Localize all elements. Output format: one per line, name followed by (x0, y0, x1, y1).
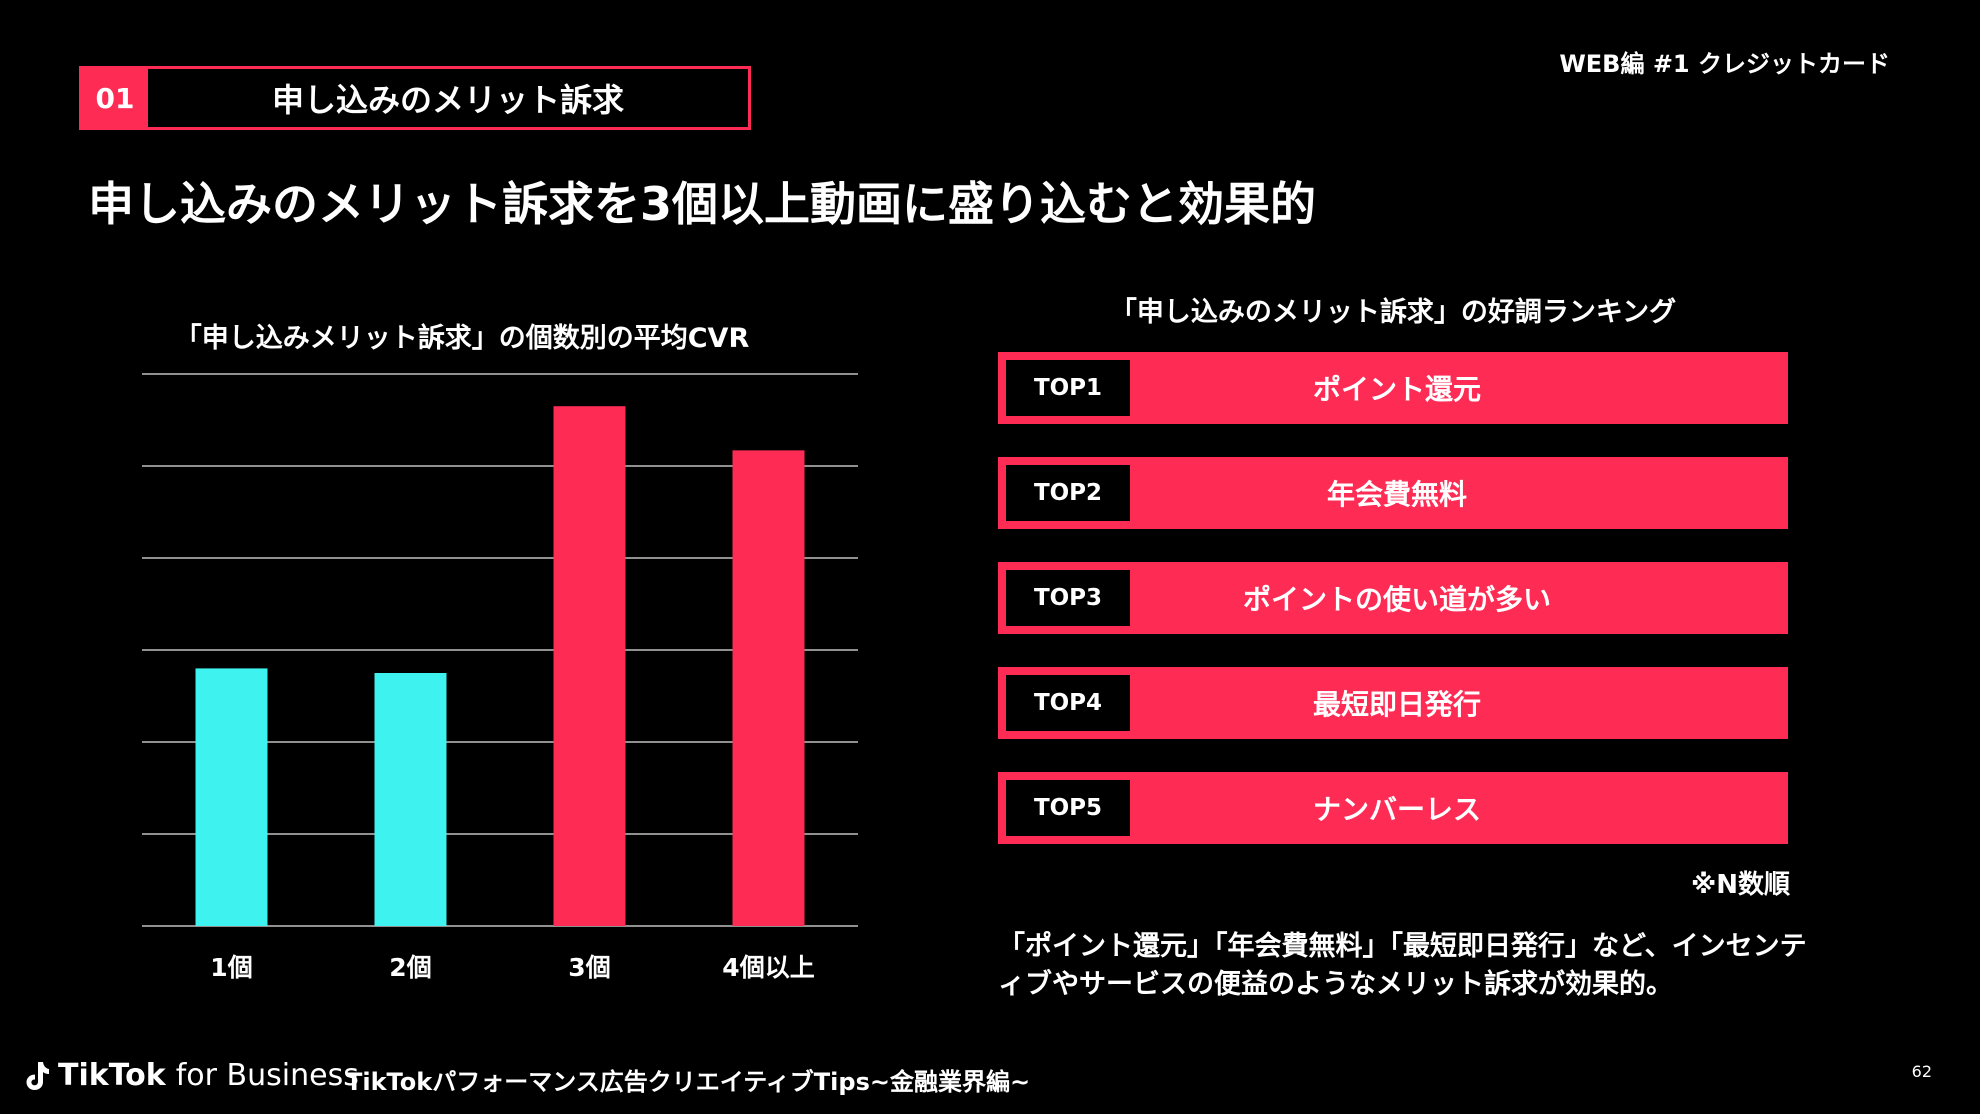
ranking-row-1: TOP1 ポイント還元 (998, 352, 1788, 424)
page-number: 62 (1911, 1062, 1932, 1081)
ranking-badge: TOP2 (1006, 465, 1130, 521)
section-badge: 01 申し込みのメリット訴求 (79, 66, 751, 130)
chart-title: 「申し込みメリット訴求」の個数別の平均CVR (174, 323, 750, 354)
summary-text: 「ポイント還元」「年会費無料」「最短即日発行」など、インセンティブやサービスの便… (998, 931, 1807, 1000)
page-headline: 申し込みのメリット訴求を3個以上動画に盛り込むと効果的 (88, 177, 1317, 231)
tiktok-logo: TikTok for Business (22, 1058, 359, 1093)
ranking-title: 「申し込みのメリット訴求」の好調ランキング (1109, 297, 1677, 328)
x-tick-label: 2個 (389, 953, 431, 982)
bar-4 (732, 450, 805, 926)
ranking-badge: TOP3 (1006, 570, 1130, 626)
bar-1 (195, 668, 268, 926)
ranking-note: ※N数順 (1690, 870, 1790, 900)
header-tag: WEB編 #1 クレジットカード (1559, 50, 1890, 78)
x-tick-label: 4個以上 (722, 953, 814, 982)
footer-title: TikTokパフォーマンス広告クリエイティブTips~金融業界編~ (346, 1068, 1031, 1096)
ranking-row-3: TOP3 ポイントの使い道が多い (998, 562, 1788, 634)
ranking-badge: TOP1 (1006, 360, 1130, 416)
ranking-label: 最短即日発行 (1312, 688, 1481, 721)
ranking-label: 年会費無料 (1326, 478, 1467, 511)
ranking-row-5: TOP5 ナンバーレス (998, 772, 1788, 844)
ranking-row-2: TOP2 年会費無料 (998, 457, 1788, 529)
ranking-row-4: TOP4 最短即日発行 (998, 667, 1788, 739)
ranking-label: ポイントの使い道が多い (1242, 583, 1551, 616)
logo-sub: for Business (175, 1058, 359, 1093)
section-title: 申し込みのメリット訴求 (271, 81, 624, 119)
tiktok-note-icon (26, 1061, 49, 1090)
ranking-label: ナンバーレス (1312, 793, 1481, 826)
x-tick-label: 3個 (568, 953, 610, 982)
ranking-badge: TOP4 (1006, 675, 1130, 731)
bar-2 (374, 673, 447, 926)
x-tick-label: 1個 (210, 953, 252, 982)
bar-3 (553, 406, 626, 926)
ranking-label: ポイント還元 (1312, 373, 1481, 406)
section-number: 01 (82, 69, 148, 127)
ranking-badge: TOP5 (1006, 780, 1130, 836)
logo-main: TikTok (58, 1058, 166, 1093)
bar-chart: 1個 2個 3個 4個以上 (142, 373, 858, 982)
